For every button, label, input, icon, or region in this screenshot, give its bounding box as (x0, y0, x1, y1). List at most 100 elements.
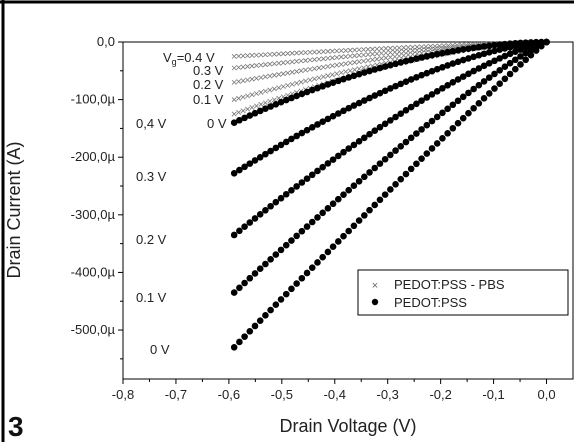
data-point (480, 78, 488, 85)
data-point (246, 274, 254, 282)
data-point (272, 101, 280, 108)
data-point (312, 76, 317, 82)
data-point (496, 80, 503, 87)
data-point (371, 127, 379, 135)
data-point (350, 222, 358, 230)
data-point (338, 54, 344, 60)
data-point (246, 219, 254, 226)
annotation-label: 0 V (150, 342, 170, 357)
y-tick-label: -300,0µ (71, 207, 116, 222)
data-point (387, 54, 393, 60)
data-point (329, 72, 335, 78)
data-point (282, 241, 290, 249)
data-point (374, 51, 380, 57)
data-point (298, 227, 306, 235)
data-point (262, 88, 268, 94)
data-point (517, 61, 524, 68)
data-point (527, 51, 535, 59)
data-point (470, 67, 477, 75)
data-point (236, 284, 243, 292)
data-point (397, 143, 405, 150)
data-point (307, 66, 313, 72)
data-point (249, 105, 255, 111)
data-point (334, 152, 342, 160)
data-point (470, 44, 477, 52)
data-point (345, 145, 353, 152)
gate-voltage-labels: 0,4 V 0.3 V 0.2 V 0.1 V 0 V 0 V (136, 116, 227, 357)
data-point (289, 59, 295, 65)
data-point (459, 56, 467, 64)
data-point (444, 105, 451, 113)
data-point (319, 82, 326, 90)
data-point (288, 285, 295, 293)
data-point (433, 50, 441, 58)
data-point (262, 105, 269, 113)
data-point (491, 47, 498, 55)
data-point (361, 134, 368, 142)
data-point (340, 75, 347, 83)
legend: × PEDOT:PSS - PBS PEDOT:PSS (357, 269, 569, 316)
data-point (376, 160, 384, 167)
data-point (405, 44, 411, 50)
data-point (329, 156, 337, 163)
data-point (371, 201, 379, 209)
x-tick-label: -0,6 (218, 387, 240, 402)
data-point (428, 51, 436, 59)
data-point (338, 48, 344, 54)
data-point (356, 59, 362, 65)
data-point (294, 50, 300, 56)
data-point (246, 328, 254, 335)
data-point (454, 97, 462, 105)
data-point (241, 333, 248, 340)
data-point (314, 167, 321, 175)
data-point (480, 50, 488, 58)
data-point (289, 69, 295, 75)
data-point (370, 51, 375, 57)
data-point (267, 73, 273, 79)
data-point (293, 280, 300, 287)
data-point (401, 48, 407, 54)
data-point (433, 87, 441, 95)
data-point (361, 173, 368, 181)
data-point (308, 124, 316, 131)
data-point (240, 78, 246, 84)
data-point (381, 120, 389, 128)
data-point (314, 121, 321, 128)
data-point (532, 47, 540, 54)
annotation-label: 0 V (207, 116, 227, 131)
data-point (277, 296, 285, 303)
data-point (413, 74, 420, 81)
data-point (501, 52, 509, 60)
data-point (256, 107, 264, 115)
x-tick-label: -0,8 (112, 387, 134, 402)
pbs-gate-voltage-labels: Vg=0.4 V 0.3 V 0.2 V 0.1 V (163, 50, 224, 107)
data-point (428, 145, 436, 152)
data-point (370, 46, 375, 52)
data-point (449, 47, 457, 55)
data-point (236, 338, 243, 346)
data-point (407, 134, 415, 142)
data-point (376, 123, 384, 131)
data-point (298, 50, 304, 56)
data-point (231, 79, 237, 85)
data-point (277, 194, 285, 202)
data-point (350, 102, 358, 109)
data-point (366, 94, 373, 102)
data-point (334, 77, 342, 85)
data-point (423, 69, 431, 77)
data-point (288, 237, 295, 244)
data-point (258, 89, 264, 95)
data-point (439, 135, 446, 142)
data-point (449, 124, 457, 132)
data-point (334, 62, 340, 68)
data-point (262, 312, 269, 319)
data-point (361, 97, 368, 104)
data-point (352, 59, 358, 65)
data-point (303, 50, 309, 56)
data-point (511, 48, 519, 55)
data-point (267, 98, 273, 104)
data-point (316, 65, 322, 71)
data-point (251, 157, 259, 164)
data-point (365, 57, 371, 63)
data-point (355, 99, 363, 107)
